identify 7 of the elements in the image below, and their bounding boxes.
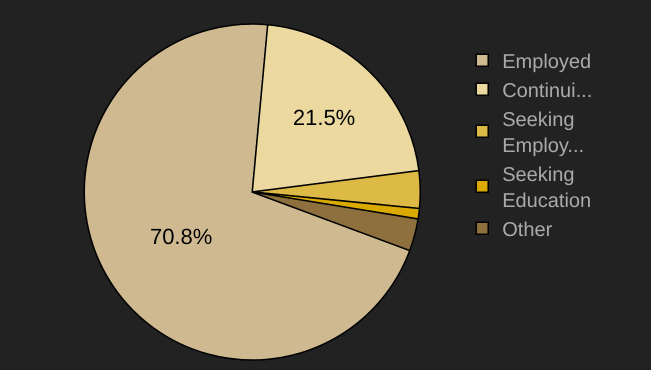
- legend-label: Seeking Education: [502, 164, 592, 212]
- legend-label: Employed: [502, 51, 592, 74]
- legend-label: Continui...: [502, 80, 592, 102]
- legend-label: Seeking Employ...: [502, 109, 584, 158]
- legend-label: Other: [502, 219, 553, 242]
- data-label: 70.8%: [150, 224, 212, 250]
- data-label: 21.5%: [292, 105, 356, 130]
